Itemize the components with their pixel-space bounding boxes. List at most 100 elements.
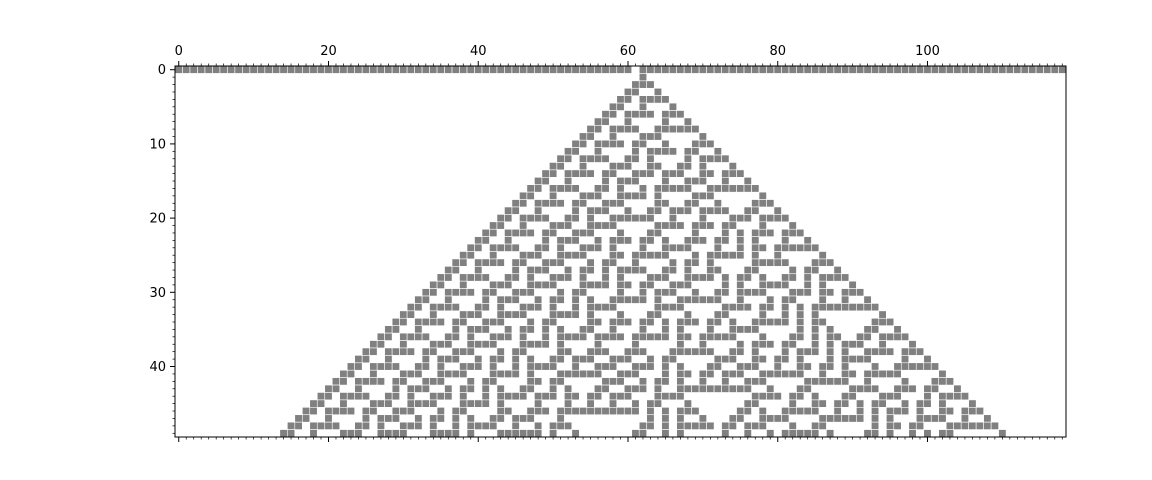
heatmap-cell: [399, 421, 408, 430]
heatmap-cell: [818, 377, 827, 386]
heatmap-cell: [346, 429, 355, 438]
heatmap-cell: [361, 392, 370, 401]
heatmap-cell: [391, 317, 400, 326]
heatmap-cell: [616, 355, 625, 364]
heatmap-cell: [833, 377, 842, 386]
heatmap-cell: [661, 377, 670, 386]
heatmap-cell: [534, 407, 543, 416]
heatmap-cell: [796, 429, 805, 438]
heatmap-cell: [481, 325, 490, 334]
heatmap-cell: [459, 369, 468, 378]
heatmap-cell: [833, 266, 842, 275]
heatmap-cell: [848, 340, 857, 349]
heatmap-cell: [893, 407, 902, 416]
heatmap-cell: [556, 310, 565, 319]
heatmap-cell: [623, 384, 633, 393]
heatmap-cell: [653, 199, 662, 208]
heatmap-cell: [728, 384, 737, 393]
heatmap-cell: [466, 362, 475, 371]
heatmap-cell: [818, 273, 827, 282]
heatmap-cell: [766, 384, 775, 393]
heatmap-cell: [668, 280, 677, 289]
heatmap-cell: [758, 228, 767, 237]
heatmap-cell: [878, 317, 887, 326]
heatmap-cell: [601, 407, 610, 416]
heatmap-cell: [796, 317, 805, 326]
heatmap-cell: [676, 332, 685, 341]
heatmap-cell: [638, 80, 648, 89]
heatmap-cell: [339, 407, 348, 416]
heatmap-cell: [661, 177, 670, 186]
heatmap-cell: [459, 310, 468, 319]
heatmap-cell: [526, 214, 535, 223]
heatmap-cell: [489, 251, 498, 260]
heatmap-cell: [519, 340, 528, 349]
heatmap-cell: [803, 266, 812, 275]
heatmap-cell: [593, 317, 603, 326]
heatmap-cell: [301, 407, 311, 416]
heatmap-cell: [339, 65, 348, 74]
heatmap-cell: [721, 310, 730, 319]
heatmap-cell: [406, 407, 415, 416]
heatmap-cell: [900, 65, 910, 74]
heatmap-cell: [691, 177, 700, 186]
heatmap-cell: [436, 355, 445, 364]
heatmap-cell: [474, 236, 483, 245]
heatmap-cell: [653, 295, 662, 304]
heatmap-cell: [623, 162, 633, 171]
heatmap-cell: [608, 251, 618, 260]
heatmap-cell: [608, 125, 618, 134]
heatmap-cell: [743, 288, 752, 297]
heatmap-cell: [661, 303, 670, 312]
heatmap-cell: [781, 317, 790, 326]
heatmap-cell: [593, 340, 603, 349]
heatmap-cell: [728, 214, 737, 223]
heatmap-cell: [676, 303, 685, 312]
heatmap-cell: [713, 295, 722, 304]
heatmap-cell: [1043, 65, 1052, 74]
heatmap-cell: [796, 355, 805, 364]
heatmap-cell: [728, 332, 737, 341]
heatmap-cell: [526, 65, 535, 74]
heatmap-cell: [773, 251, 782, 260]
heatmap-cell: [661, 184, 670, 193]
heatmap-cell: [811, 310, 820, 319]
heatmap-cell: [429, 310, 438, 319]
heatmap-cell: [593, 154, 603, 163]
heatmap-cell: [646, 355, 655, 364]
heatmap-cell: [736, 243, 745, 252]
heatmap-cell: [481, 421, 490, 430]
heatmap-cell: [721, 228, 730, 237]
heatmap-cell: [571, 251, 580, 260]
heatmap-cell: [728, 421, 737, 430]
heatmap-cell: [601, 169, 610, 178]
heatmap-cell: [841, 392, 850, 401]
heatmap-cell: [564, 147, 573, 156]
heatmap-cell: [489, 228, 498, 237]
y-tick-label: 0: [158, 63, 166, 78]
heatmap-cell: [534, 392, 543, 401]
heatmap-cell: [399, 332, 408, 341]
heatmap-cell: [541, 228, 550, 237]
heatmap-cell: [788, 421, 797, 430]
heatmap-cell: [331, 421, 341, 430]
heatmap-cell: [736, 288, 745, 297]
heatmap-cell: [721, 154, 730, 163]
heatmap-cell: [646, 280, 655, 289]
heatmap-cell: [526, 280, 535, 289]
heatmap-cell: [743, 407, 752, 416]
heatmap-cell: [451, 258, 460, 267]
heatmap-cell: [564, 169, 573, 178]
heatmap-cell: [384, 347, 393, 356]
heatmap-cell: [758, 258, 767, 267]
heatmap-cell: [818, 251, 827, 260]
heatmap-cell: [496, 407, 505, 416]
x-tick-label: 20: [320, 44, 337, 59]
heatmap-cell: [983, 414, 992, 423]
heatmap-cell: [893, 325, 902, 334]
x-axis: 0 20 40 60 80 100: [175, 44, 1063, 442]
heatmap-cell: [811, 347, 820, 356]
heatmap-cell: [653, 65, 662, 74]
heatmap-cell: [586, 280, 595, 289]
heatmap-cell: [504, 310, 513, 319]
